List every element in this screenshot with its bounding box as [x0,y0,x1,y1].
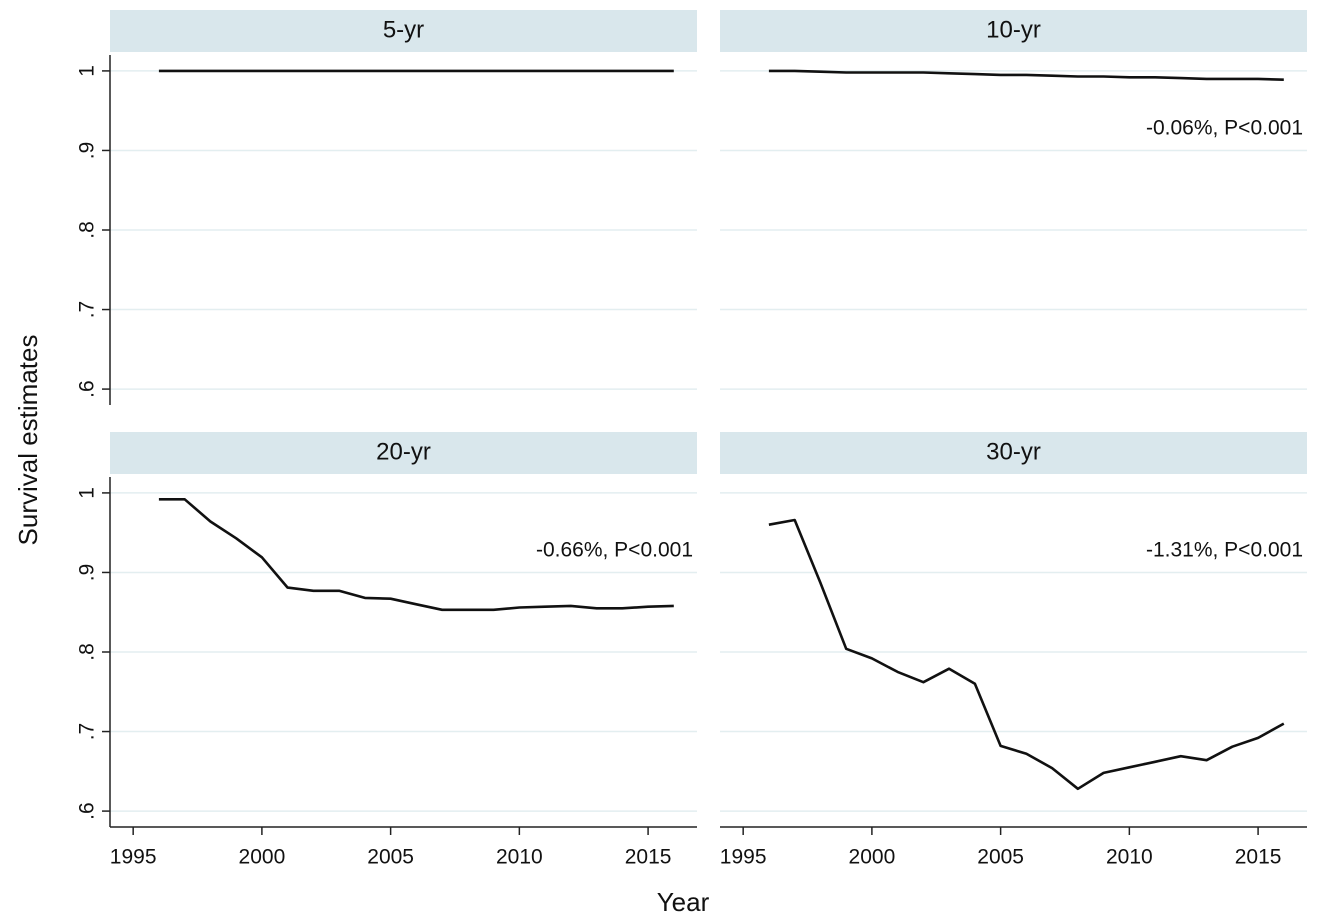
annotation: -0.66%, P<0.001 [536,539,693,562]
y-tick-label: .8 [76,643,99,661]
panel-header [110,432,697,474]
x-tick-label: 2015 [1235,846,1282,869]
y-tick-label: .7 [76,723,99,741]
line [158,498,674,612]
x-tick-label: 1995 [720,846,767,869]
x-tick-label: 2010 [496,846,543,869]
y-tick-label: .6 [76,380,99,398]
x-tick-label: 1995 [110,846,157,869]
x-tick-label: 2000 [239,846,286,869]
line [768,518,1285,791]
panel-title: 10-yr [986,16,1041,43]
panel-header [110,10,697,52]
y-tick-label: .7 [76,301,99,319]
panel-title: 30-yr [986,438,1041,465]
y-tick-label: .9 [76,142,99,160]
annotation: -1.31%, P<0.001 [1146,539,1303,562]
x-tick-label: 2005 [977,846,1024,869]
panel-title: 5-yr [383,16,424,43]
panel-title: 20-yr [376,438,431,465]
y-tick-label: .8 [76,221,99,239]
line [768,69,1284,81]
x-tick-label: 2010 [1106,846,1153,869]
panel-header [720,432,1307,474]
x-tick-label: 2005 [367,846,414,869]
x-tick-label: 2015 [625,846,672,869]
y-tick-label: 1 [76,65,99,77]
panel-header [720,10,1307,52]
x-axis-label: Year [657,887,710,917]
y-axis-label: Survival estimates [13,335,43,546]
y-tick-label: .9 [76,564,99,582]
x-tick-label: 2000 [849,846,896,869]
y-tick-label: .6 [76,802,99,820]
annotation: -0.06%, P<0.001 [1146,117,1303,140]
y-tick-label: 1 [76,487,99,499]
